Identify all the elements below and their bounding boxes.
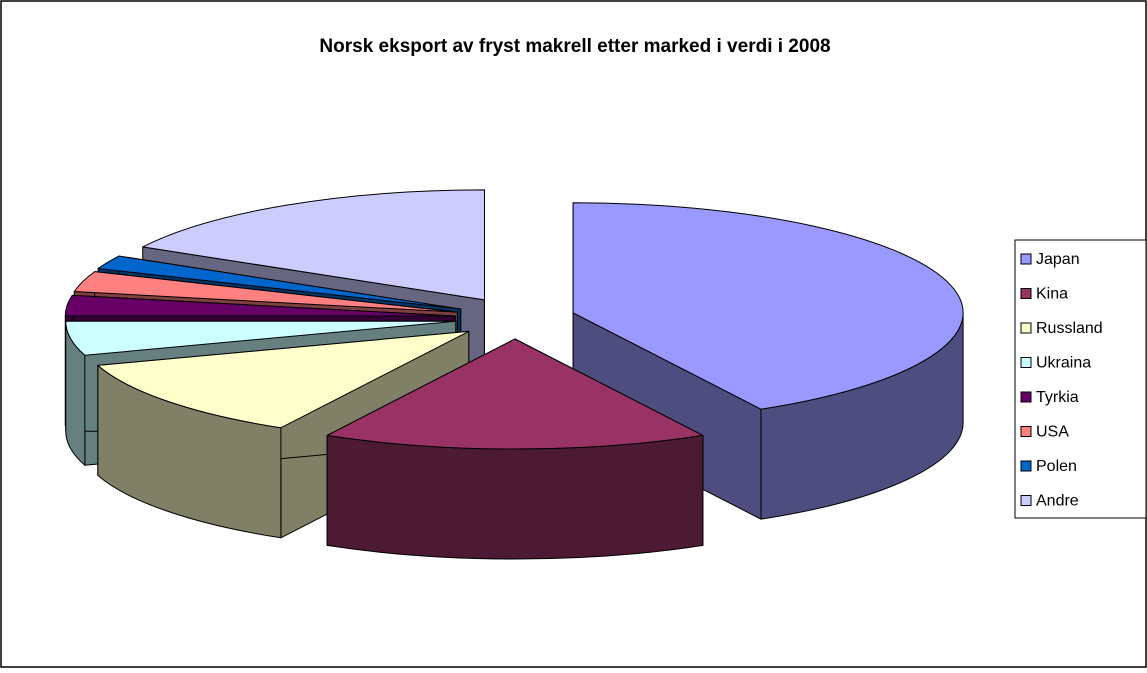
legend-label: Andre: [1036, 493, 1079, 510]
legend-swatch: [1020, 357, 1032, 368]
slice-top: [142, 189, 485, 301]
legend-swatch: [1020, 460, 1032, 472]
legend-swatch: [1020, 288, 1032, 299]
legend-label: Japan: [1036, 251, 1080, 268]
legend-swatch: [1020, 391, 1032, 403]
legend-label: USA: [1036, 424, 1069, 441]
slice-top: [97, 255, 462, 310]
legend-swatch: [1020, 426, 1032, 437]
legend-swatch: [1020, 495, 1032, 506]
legend-swatch: [1020, 322, 1032, 334]
legend: [1014, 239, 1147, 519]
slice-top: [65, 320, 457, 356]
slice-top: [64, 294, 456, 317]
slice-outer-wall: [326, 434, 704, 560]
slice-top: [97, 330, 470, 429]
legend-label: Russland: [1036, 320, 1103, 337]
slice-top: [326, 338, 704, 450]
slice-top: [73, 271, 458, 313]
pie: [64, 189, 964, 560]
legend-label: Ukraina: [1036, 355, 1091, 372]
legend-swatch: [1020, 253, 1032, 265]
legend-label: Tyrkia: [1036, 389, 1079, 406]
legend-label: Kina: [1036, 286, 1068, 303]
legend-items: Japan Kina Russland Ukraina Tyrkia USA Polen An…: [1020, 251, 1103, 510]
legend-label: Polen: [1036, 458, 1077, 475]
chart-title: Norsk eksport av fryst makrell etter mar…: [319, 36, 830, 57]
slice-top: [572, 202, 964, 410]
